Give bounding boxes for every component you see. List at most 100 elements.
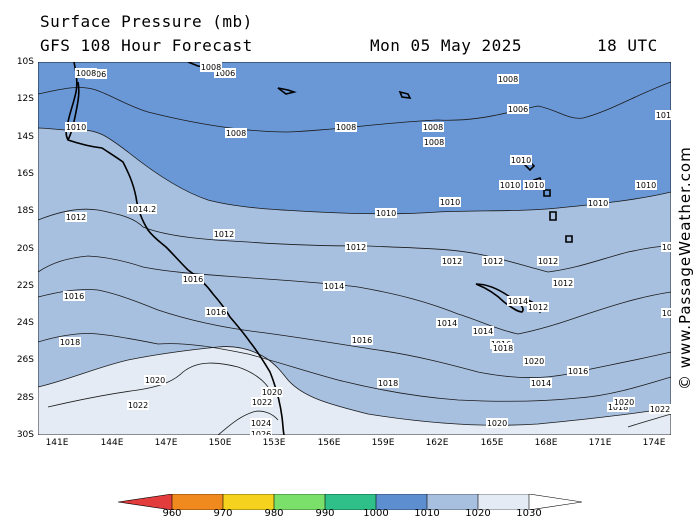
legend-swatch-1010 <box>376 494 427 510</box>
isobar-label-bg <box>661 242 671 252</box>
pressure-map: 1006100610061008100810081008100810081008… <box>38 62 671 435</box>
isobar-label: 1010 <box>656 111 671 120</box>
isobar-label: 1016 <box>64 292 84 301</box>
isobar-label-bg <box>75 68 97 78</box>
isobar-label: 1020 <box>614 398 634 407</box>
legend-arrow-high <box>529 494 582 510</box>
isobar-label: 1008 <box>226 129 246 138</box>
isobar-label: 1014 <box>473 327 493 336</box>
lat-label: 10S <box>16 57 34 67</box>
isobar-label: 1010 <box>636 181 656 190</box>
lat-label: 12S <box>16 94 34 104</box>
lon-label: 150E <box>208 438 232 448</box>
isobar-label-bg <box>251 397 273 407</box>
isobar-label: 1024 <box>251 419 271 428</box>
lat-label: 26S <box>16 355 34 365</box>
isobar-label: 1010 <box>500 181 520 190</box>
isobar-label-bg <box>537 256 559 266</box>
coast-fiji-area <box>565 235 573 243</box>
coast-solomons-1 <box>398 90 412 99</box>
isobar-label: 1008 <box>498 75 518 84</box>
isobar-label: 1008 <box>336 123 356 132</box>
isobar-label-bg <box>213 229 235 239</box>
watermark-credit: © www.PassageWeather.com <box>676 146 694 390</box>
lon-label: 174E <box>642 438 666 448</box>
isobar-label-bg <box>497 74 519 84</box>
chart-title: Surface Pressure (mb) <box>40 12 253 31</box>
isobar-label-bg <box>499 180 521 190</box>
isobar-label: 1010 <box>66 123 86 132</box>
forecast-date: Mon 05 May 2025 <box>370 36 522 55</box>
isobar-label-bg <box>649 404 671 414</box>
coast-new-caledonia <box>475 283 524 313</box>
lat-label: 16S <box>16 169 34 179</box>
isobar-label: 1014 <box>437 319 457 328</box>
legend-label: 970 <box>213 508 233 519</box>
lon-label: 168E <box>534 438 558 448</box>
isobar-label-bg <box>423 137 445 147</box>
isobar-label-bg <box>250 418 272 428</box>
isobar-label-bg <box>482 256 504 266</box>
lat-label: 30S <box>16 430 34 440</box>
isobar-label-bg <box>635 180 657 190</box>
isobar-label-bg <box>59 337 81 347</box>
isobar-label: 1012 <box>442 257 462 266</box>
isobar-label: 1008 <box>424 138 444 147</box>
isobar-label: 1018 <box>608 403 628 412</box>
isobar-1022-east <box>627 413 671 428</box>
isobar-label-bg <box>335 122 357 132</box>
isobar-label-bg <box>422 122 444 132</box>
legend-swatch-970 <box>172 494 223 510</box>
isobar-label-bg <box>530 378 552 388</box>
isobar-1008 <box>38 81 671 133</box>
lat-label: 18S <box>16 206 34 216</box>
isobar-label: 1012 <box>214 230 234 239</box>
lon-label: 156E <box>317 438 341 448</box>
isobars <box>38 81 671 435</box>
isobar-label-bg <box>182 274 204 284</box>
isobar-label: 1012 <box>346 243 366 252</box>
isobar-label: 1012 <box>66 213 86 222</box>
isobar-label-bg <box>261 387 283 397</box>
isobar-label-bg <box>65 122 87 132</box>
isobar-label-bg <box>523 180 545 190</box>
isobar-label: 1016 <box>568 367 588 376</box>
legend-swatch-980 <box>223 494 274 510</box>
coast-vanuatu-3 <box>543 189 551 197</box>
isobar-label: 1020 <box>145 376 165 385</box>
band-1006-1010 <box>38 62 671 214</box>
legend-swatch-990 <box>274 494 325 510</box>
isobar-label: 1010 <box>524 181 544 190</box>
isobar-1020 <box>38 346 671 426</box>
isobar-label: 1012 <box>553 279 573 288</box>
legend-swatch-1020 <box>427 494 478 510</box>
isobar-label: 1010 <box>588 199 608 208</box>
isobar-label: 1026 <box>251 430 271 435</box>
isobar-label-bg <box>439 197 461 207</box>
isobar-label: 1018 <box>493 344 513 353</box>
isobar-label-bg <box>523 356 545 366</box>
lon-label: 171E <box>588 438 612 448</box>
isobar-label-bg <box>441 256 463 266</box>
isobar-label-bg <box>200 62 222 72</box>
isobar-label-bg <box>567 366 589 376</box>
isobar-label-bg <box>375 208 397 218</box>
isobar-label: 1020 <box>487 419 507 428</box>
forecast-label: GFS 108 Hour Forecast <box>40 36 253 55</box>
isobar-label: 1012 <box>528 303 548 312</box>
isobar-label: 1006 <box>508 105 528 114</box>
lon-label: 165E <box>480 438 504 448</box>
isobar-label-bg <box>492 343 514 353</box>
lat-label: 20S <box>16 244 34 254</box>
legend-label: 990 <box>315 508 335 519</box>
isobar-label: 1014 <box>128 205 148 214</box>
isobar-label: 1014 <box>324 282 344 291</box>
isobar-label: 1020 <box>262 388 282 397</box>
isobar-label-bg <box>127 204 149 214</box>
coast-vanuatu-4 <box>549 211 557 221</box>
isobar-label-bg <box>552 278 574 288</box>
isobar-label-bg <box>345 242 367 252</box>
isobar-label-bg <box>377 378 399 388</box>
isobar-label: 1010 <box>511 156 531 165</box>
isobar-label: 1014 <box>531 379 551 388</box>
